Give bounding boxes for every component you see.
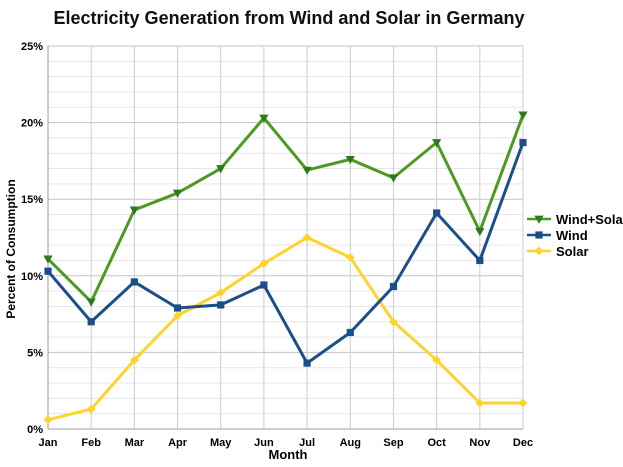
series-line-wind-solar: [46, 113, 525, 304]
x-axis-tick-label: May: [210, 437, 232, 449]
y-axis-tick-label: 0%: [27, 424, 43, 436]
x-axis-tick-label: Jun: [254, 437, 274, 449]
series-marker-wind-solar: [475, 227, 485, 237]
x-axis-tick-label: Feb: [81, 437, 101, 449]
series-marker-wind-solar: [388, 174, 399, 183]
series-marker-wind: [519, 138, 527, 147]
series-marker-solar: [345, 253, 355, 262]
series-marker-wind: [476, 256, 484, 265]
x-axis-tick-label: Dec: [513, 437, 533, 449]
solar-legend-marker-icon: [527, 246, 551, 256]
x-axis-tick-label: Jan: [39, 437, 58, 449]
series-marker-solar: [129, 355, 139, 365]
series-marker-wind: [217, 301, 225, 309]
series-marker-wind-solar: [129, 206, 139, 215]
series-marker-wind-solar: [216, 165, 226, 174]
legend-marker: [534, 215, 544, 224]
legend-label-wind-solar: Wind+Solar: [556, 211, 623, 227]
series-marker-wind: [346, 328, 354, 337]
legend-marker: [535, 231, 543, 239]
series-line-solar: [46, 236, 525, 422]
series-marker-wind: [87, 318, 95, 326]
series-marker-wind-solar: [302, 166, 312, 175]
x-axis-tick-label: Mar: [125, 437, 145, 449]
wind-solar-legend-marker-icon: [527, 215, 551, 224]
series-marker-wind-solar: [86, 298, 96, 307]
series-marker-wind: [433, 209, 441, 217]
series-line-wind: [46, 141, 525, 365]
series-marker-wind-solar: [43, 255, 53, 264]
y-axis-tick-label: 25%: [21, 41, 43, 53]
series-marker-solar: [518, 398, 528, 408]
y-axis-tick-label: 15%: [21, 194, 43, 206]
wind-legend-marker-icon: [527, 231, 551, 239]
series-marker-solar: [173, 311, 182, 321]
legend-item-wind-solar: Wind+Solar: [526, 211, 623, 227]
series-marker-solar: [86, 404, 96, 414]
y-axis-tick-label: 20%: [21, 118, 43, 130]
series-marker-wind-solar: [518, 111, 528, 120]
legend: Wind+Solar Wind Solar: [526, 211, 623, 259]
legend-item-solar: Solar: [526, 243, 623, 259]
series-marker-wind: [173, 304, 182, 312]
series-marker-wind: [44, 267, 52, 275]
legend-item-wind: Wind: [526, 227, 623, 243]
x-axis-tick-label: Apr: [168, 437, 188, 449]
series-marker-solar: [216, 288, 226, 298]
x-axis-tick-label: Jul: [299, 437, 315, 449]
x-axis-tick-label: Sep: [383, 437, 403, 449]
series-marker-wind: [389, 282, 398, 291]
series-marker-wind-solar: [172, 189, 183, 198]
x-axis-title: Month: [268, 447, 308, 462]
x-axis-tick-label: Oct: [427, 437, 446, 449]
x-axis-tick-label: Nov: [469, 437, 491, 449]
legend-label-wind: Wind: [556, 227, 588, 243]
series-marker-solar: [43, 415, 53, 425]
x-axis-tick-label: Aug: [340, 437, 361, 449]
series-marker-wind-solar: [345, 155, 355, 165]
series-marker-solar: [475, 398, 485, 408]
y-axis-tick-label: 10%: [21, 271, 43, 283]
series-marker-wind-solar: [259, 114, 269, 123]
series-marker-solar: [259, 259, 269, 268]
series-marker-solar: [302, 233, 312, 242]
series-marker-wind-solar: [432, 139, 442, 148]
series-marker-solar: [389, 317, 398, 327]
series-marker-wind: [130, 278, 138, 286]
series-marker-solar: [432, 355, 442, 365]
y-axis-tick-label: 5%: [27, 347, 43, 359]
series-marker-wind: [303, 359, 311, 367]
series-marker-wind: [260, 281, 268, 289]
legend-label-solar: Solar: [556, 243, 589, 259]
chart-title: Electricity Generation from Wind and Sol…: [53, 8, 525, 28]
legend-marker: [534, 246, 544, 256]
